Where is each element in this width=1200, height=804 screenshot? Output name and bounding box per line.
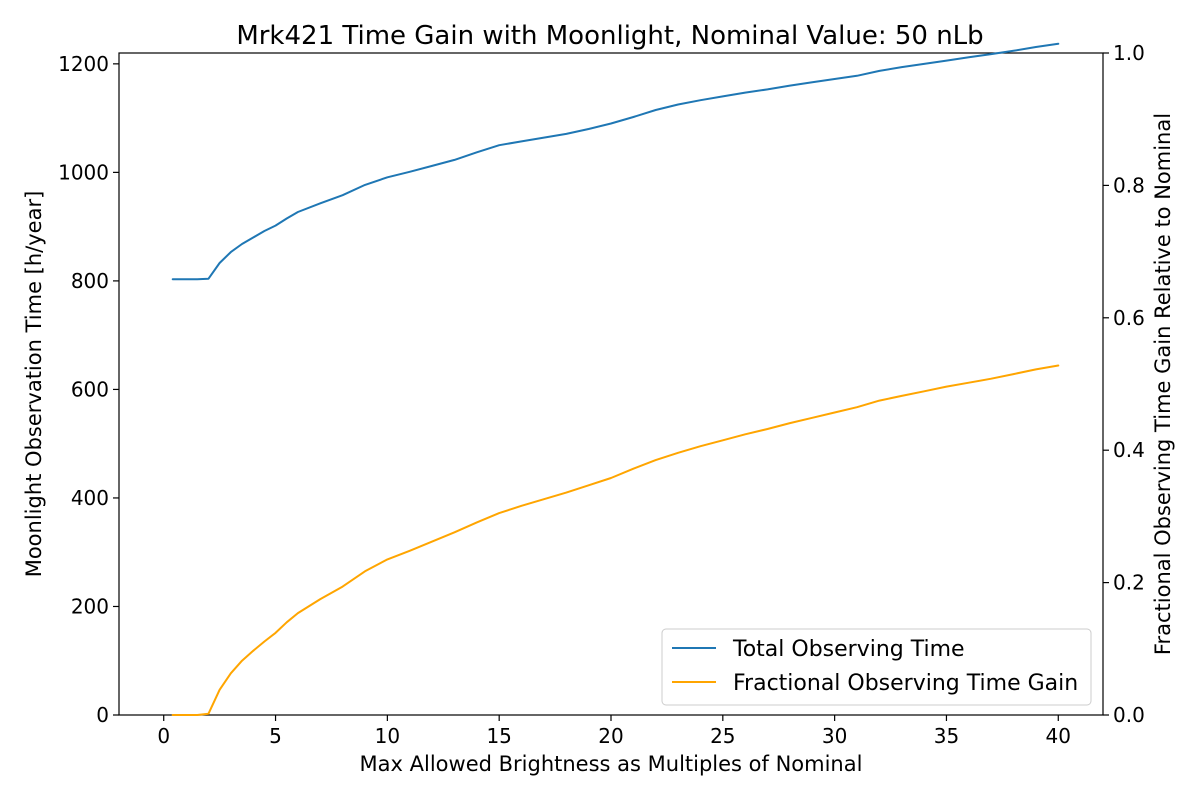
y-tick-label: 600 bbox=[71, 377, 109, 401]
x-tick-label: 30 bbox=[822, 724, 847, 748]
y2-tick-label: 0.8 bbox=[1113, 173, 1145, 197]
legend-label-fractional-gain: Fractional Observing Time Gain bbox=[733, 671, 1078, 696]
y-tick-label: 1000 bbox=[58, 160, 109, 184]
y2-tick-label: 0.0 bbox=[1113, 703, 1145, 727]
y-tick-label: 1200 bbox=[58, 52, 109, 76]
y2-tick-label: 0.2 bbox=[1113, 571, 1145, 595]
y2-tick-label: 1.0 bbox=[1113, 41, 1145, 65]
chart-title: Mrk421 Time Gain with Moonlight, Nominal… bbox=[236, 21, 983, 51]
x-tick-label: 20 bbox=[598, 724, 623, 748]
y-axis-right: 0.0 0.2 0.4 0.6 0.8 1.0 bbox=[1103, 41, 1145, 727]
plot-frame bbox=[118, 52, 1104, 716]
legend: Total Observing Time Fractional Observin… bbox=[661, 628, 1092, 706]
x-tick-label: 35 bbox=[934, 724, 959, 748]
plot-area bbox=[118, 42, 1104, 716]
x-tick-label: 40 bbox=[1046, 724, 1071, 748]
y-axis-label: Moonlight Observation Time [h/year] bbox=[22, 191, 46, 578]
y-tick-label: 400 bbox=[71, 486, 109, 510]
y2-tick-label: 0.6 bbox=[1113, 306, 1145, 330]
x-tick-label: 0 bbox=[157, 724, 170, 748]
series-layer bbox=[171, 42, 1060, 716]
x-tick-label: 15 bbox=[486, 724, 511, 748]
y2-tick-label: 0.4 bbox=[1113, 438, 1145, 462]
series-line-fractional-gain bbox=[171, 364, 1060, 716]
y-tick-label: 800 bbox=[71, 269, 109, 293]
x-tick-label: 25 bbox=[710, 724, 735, 748]
x-tick-label: 5 bbox=[269, 724, 282, 748]
y2-axis-label: Fractional Observing Time Gain Relative … bbox=[1151, 113, 1175, 655]
y-tick-label: 200 bbox=[71, 594, 109, 618]
y-tick-label: 0 bbox=[96, 703, 109, 727]
legend-label-total-observing-time: Total Observing Time bbox=[732, 637, 965, 662]
y-axis-left: 0 200 400 600 800 1000 1200 bbox=[58, 52, 119, 727]
x-axis: 0 5 10 15 20 25 30 35 40 bbox=[157, 715, 1071, 748]
x-tick-label: 10 bbox=[375, 724, 400, 748]
legend-box bbox=[661, 628, 1092, 706]
x-axis-label: Max Allowed Brightness as Multiples of N… bbox=[360, 752, 863, 776]
series-line-total-observing-time bbox=[171, 42, 1060, 281]
